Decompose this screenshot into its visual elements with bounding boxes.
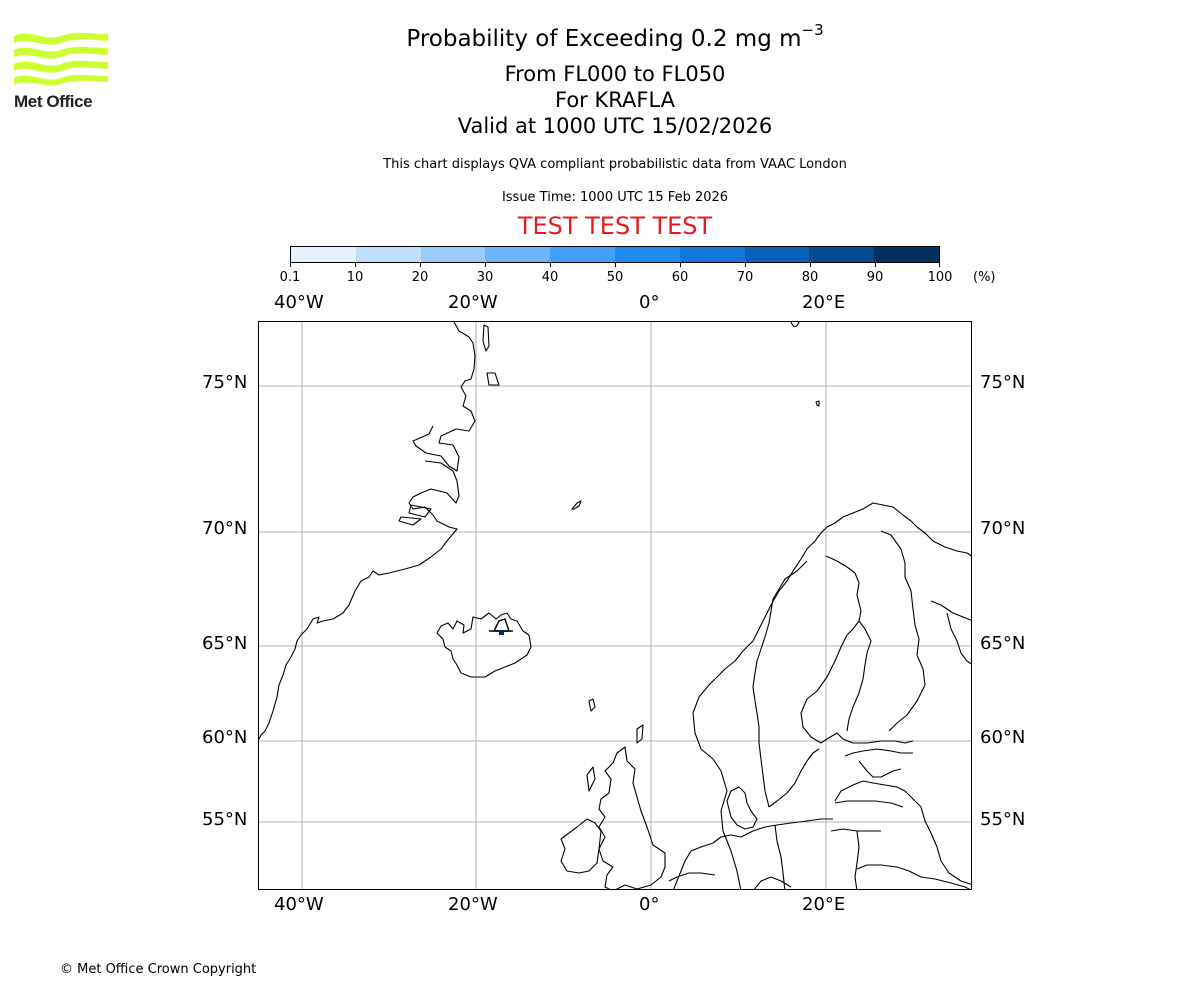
test-banner: TEST TEST TEST [517, 212, 713, 240]
lat-label-left: 70°N [202, 518, 248, 539]
colorbar-segment-60-70 [679, 247, 745, 262]
colorbar-unit: (%) [973, 270, 996, 285]
lat-label-left: 75°N [202, 372, 248, 393]
white-sea [946, 612, 971, 665]
colorbar-segment-50-60 [614, 247, 680, 262]
volcano-name: For KRAFLA [555, 88, 675, 112]
latvia-lithuania [834, 780, 971, 885]
baltic-coast [844, 748, 913, 778]
title-text: Probability of Exceeding 0.2 mg m [406, 26, 802, 52]
sweden-finland-border [825, 555, 862, 622]
iceland-coast [436, 612, 532, 678]
colorbar-tick [355, 263, 356, 267]
lat-label-right: 65°N [980, 633, 1026, 654]
copyright-footer: © Met Office Crown Copyright [60, 962, 257, 977]
map-canvas [259, 322, 971, 889]
colorbar-segment-80-90 [809, 247, 875, 262]
greenland-coast [259, 322, 476, 740]
poland-east [856, 864, 971, 889]
colorbar-tick [485, 263, 486, 267]
germany-poland-coast [690, 818, 833, 852]
colorbar-label: 80 [801, 270, 819, 285]
colorbar-tick [680, 263, 681, 267]
kola-peninsula [930, 600, 971, 621]
map-panel[interactable] [258, 321, 972, 890]
flight-levels: From FL000 to FL050 [504, 62, 726, 86]
lon-label-bottom: 20°W [448, 894, 498, 915]
lon-label-bottom: 20°E [802, 894, 846, 915]
lon-label-bottom: 40°W [274, 894, 324, 915]
lat-label-left: 55°N [202, 809, 248, 830]
issue-time: Issue Time: 1000 UTC 15 Feb 2026 [501, 190, 729, 205]
colorbar-label: 90 [866, 270, 884, 285]
lon-label-bottom: 0° [639, 894, 660, 915]
chart-description: This chart displays QVA compliant probab… [383, 157, 847, 172]
colorbar-label: 40 [541, 270, 559, 285]
german-polish-border [774, 824, 786, 889]
krafla-volcano-marker [489, 618, 513, 635]
lat-label-right: 60°N [980, 727, 1026, 748]
colorbar-segment-20-30 [420, 247, 486, 262]
norway-sweden-border [752, 560, 808, 808]
valid-time: Valid at 1000 UTC 15/02/2026 [457, 114, 773, 138]
lat-label-left: 60°N [202, 727, 248, 748]
colorbar-label: 60 [671, 270, 689, 285]
colorbar-segment-90-100 [874, 247, 939, 262]
czech-border [753, 876, 792, 889]
met-office-logo: Met Office [14, 30, 108, 114]
colorbar-label: 20 [411, 270, 429, 285]
gulf-of-bothnia [800, 620, 914, 744]
colorbar-tick [420, 263, 421, 267]
colorbar-tick [745, 263, 746, 267]
colorbar-tick [550, 263, 551, 267]
great-britain-coast [598, 746, 666, 889]
finland-russia-border [880, 530, 926, 732]
denmark [726, 786, 758, 830]
lon-label-top: 20°E [802, 292, 846, 313]
colorbar-segment-40-50 [550, 247, 615, 262]
lon-label-top: 20°W [448, 292, 498, 313]
netherlands [673, 850, 692, 889]
chart-title: Probability of Exceeding 0.2 mg m−3 [0, 23, 1200, 53]
ash-probability-cell [499, 630, 504, 635]
coastlines [259, 322, 971, 889]
colorbar-label: 30 [476, 270, 494, 285]
scandinavia-coast [692, 502, 971, 889]
colorbar-label: 50 [606, 270, 624, 285]
colorbar-tick [939, 263, 940, 267]
colorbar-label: 0.1 [279, 270, 301, 285]
colorbar-segment-70-80 [744, 247, 810, 262]
colorbar-label: 10 [346, 270, 364, 285]
title-superscript: −3 [801, 21, 824, 39]
lithuania-border [830, 800, 904, 889]
wave-logo-icon [14, 32, 108, 86]
ireland-coast [560, 818, 602, 874]
gridlines [259, 322, 971, 889]
lat-label-right: 55°N [980, 809, 1026, 830]
logo-text: Met Office [14, 92, 93, 111]
colorbar-segment-30-40 [485, 247, 551, 262]
colorbar-tick [875, 263, 876, 267]
colorbar-tick [615, 263, 616, 267]
lat-label-right: 70°N [980, 518, 1026, 539]
greenland-island [486, 372, 500, 386]
colorbar-tick [290, 263, 291, 267]
colorbar-label: 70 [736, 270, 754, 285]
lon-label-top: 0° [639, 292, 660, 313]
lon-label-top: 40°W [274, 292, 324, 313]
greenland-island [482, 324, 490, 352]
colorbar-label: 100 [927, 270, 953, 285]
belgium [668, 872, 716, 882]
sweden-baltic-coast [768, 748, 820, 808]
colorbar-segment-10-20 [355, 247, 421, 262]
lat-label-left: 65°N [202, 633, 248, 654]
colorbar-tick [810, 263, 811, 267]
colorbar-segment-0-10 [291, 247, 356, 262]
probability-colorbar [290, 246, 940, 263]
gulf-of-bothnia-east [846, 620, 872, 732]
lat-label-right: 75°N [980, 372, 1026, 393]
